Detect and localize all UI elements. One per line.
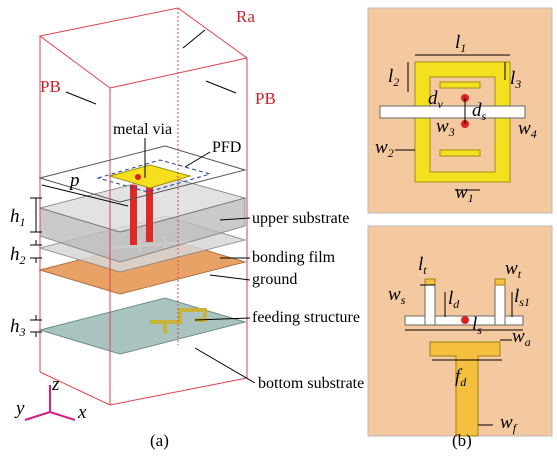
boundary-label: PB — [40, 77, 61, 96]
dimension-subscript: 2 — [393, 75, 399, 89]
dimension-symbol: w — [375, 137, 388, 158]
dimension-subscript: 3 — [19, 325, 26, 339]
caption: (a) — [150, 431, 169, 450]
dimension-subscript: s — [477, 323, 482, 337]
dimension-subscript: 1 — [460, 41, 466, 55]
dimension-symbol: w — [436, 116, 449, 137]
dimension-subscript: 4 — [531, 127, 537, 141]
dimension-subscript: d — [453, 297, 460, 311]
dimension-subscript: 1 — [20, 215, 26, 229]
bottom-substrate-layer — [40, 298, 245, 354]
layer-label: ground — [252, 271, 297, 288]
dimension-symbol: w — [505, 258, 518, 279]
dimension-subscript: s1 — [519, 295, 530, 309]
dimension-subscript: 3 — [448, 125, 455, 139]
via-dot — [135, 174, 141, 180]
dimension-symbol: w — [512, 326, 525, 347]
panel-a: Ra PB PB metal via PFD upper substrate b… — [10, 7, 364, 450]
dimension-subscript: a — [525, 335, 531, 349]
axis-label: y — [14, 398, 25, 419]
boundary-label: Ra — [236, 7, 255, 26]
dimension-subscript: s — [482, 109, 487, 123]
dimension-symbol: p — [68, 170, 80, 191]
dimension-symbol: w — [518, 118, 531, 139]
shape — [40, 372, 247, 405]
dimension-subscript: 3 — [514, 77, 521, 91]
dimension-subscript: 2 — [20, 253, 26, 267]
dimension-label: h2 — [10, 244, 26, 267]
dimension-subscript: v — [438, 97, 444, 111]
figure: Ra PB PB metal via PFD upper substrate b… — [0, 0, 557, 457]
axis-arrows — [25, 385, 75, 420]
layer-label: bottom substrate — [258, 375, 364, 392]
dimension-label: p — [68, 170, 80, 191]
shape — [40, 8, 247, 88]
layer-label: metal via — [113, 121, 172, 138]
dimension-symbol: w — [388, 284, 401, 305]
caption: (b) — [452, 431, 472, 450]
dimension-symbol: w — [500, 412, 513, 433]
dimension-subscript: d — [460, 375, 467, 389]
layer-label: feeding structure — [252, 309, 360, 326]
dimension-label: h1 — [10, 206, 26, 229]
dimension-symbol: d — [472, 100, 482, 121]
via-dot — [461, 316, 469, 324]
dimension-subscript: s — [401, 293, 406, 307]
layer-label: upper substrate — [252, 210, 349, 227]
axis-label: z — [51, 374, 60, 395]
panel-b: l1 l2 l3 dv ds w3 w4 w2 w1 lt wt ws ld l… — [368, 8, 552, 450]
dimension-symbol: d — [428, 88, 438, 109]
dimension-symbol: w — [455, 182, 468, 203]
dimension-label: h3 — [10, 316, 26, 339]
dimension-subscript: 2 — [388, 146, 394, 160]
dimension-symbol: h — [10, 206, 20, 227]
dimension-symbol: h — [10, 316, 20, 337]
boundary-label: PB — [255, 89, 276, 108]
axis-label: x — [77, 402, 87, 423]
metal-via — [130, 185, 137, 245]
layer-label: bonding film — [252, 249, 336, 266]
dimension-symbol: h — [10, 244, 20, 265]
dimension-subscript: 1 — [468, 191, 474, 205]
layer-label: PFD — [212, 139, 241, 156]
slot — [380, 106, 525, 118]
